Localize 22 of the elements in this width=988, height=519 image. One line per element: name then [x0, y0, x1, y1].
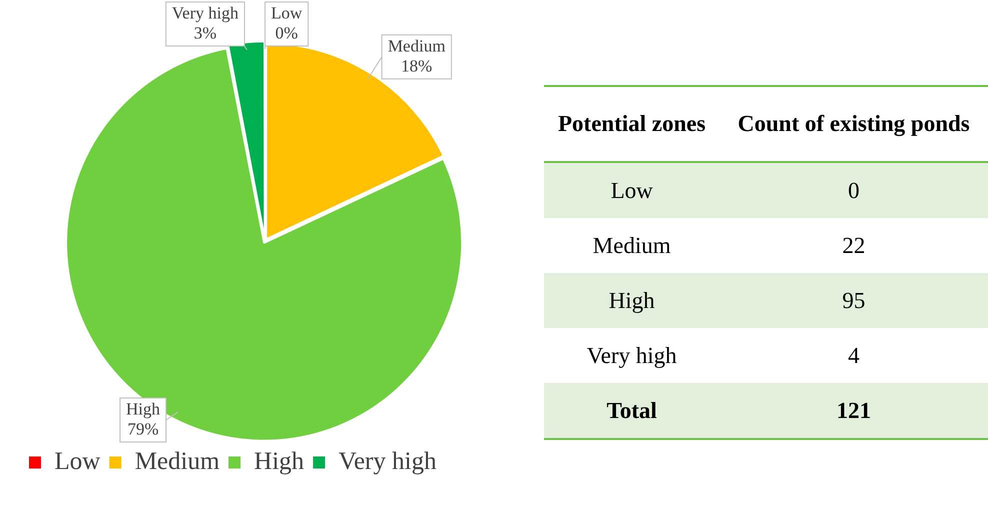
data-label: 4	[847, 342, 861, 370]
data-label: 79%	[127, 419, 159, 438]
category-label: Medium	[592, 232, 672, 260]
data-label: 3%	[194, 23, 217, 42]
slice-label: Medium	[388, 36, 446, 56]
data-label: 95	[841, 286, 866, 314]
text: 0%	[275, 23, 298, 42]
data-label: 22	[841, 232, 866, 260]
category-label: High	[608, 286, 656, 315]
data-label: 0	[847, 176, 861, 204]
category-label: Low	[610, 176, 654, 204]
legend-label: Medium	[134, 448, 220, 476]
legend-label: Very high	[338, 448, 437, 476]
data-label: 18%	[401, 56, 432, 76]
text: Potential zones	[556, 110, 707, 138]
category-label: Low	[270, 3, 302, 22]
text: Count of existing ponds	[736, 110, 971, 138]
slice-label: Very high	[172, 3, 239, 22]
legend-label: Low	[54, 448, 100, 476]
category-label: Very high	[586, 342, 678, 370]
legend-label: High	[254, 448, 305, 476]
slice-label: High	[126, 399, 161, 418]
